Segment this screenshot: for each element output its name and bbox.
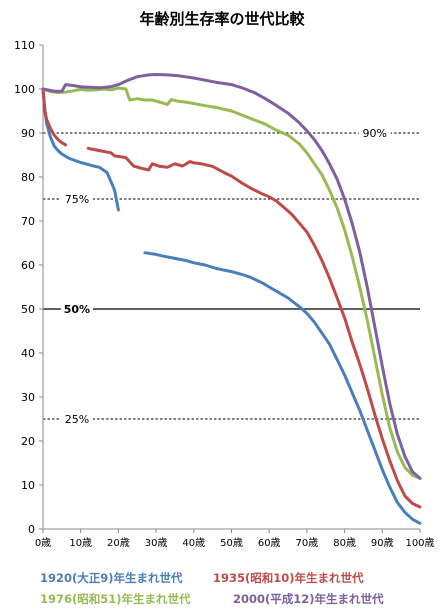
- y-tick-label: 30: [21, 391, 35, 404]
- reference-label: 75%: [65, 193, 89, 206]
- legend-entry: 1935(昭和10)年生まれ世代: [213, 571, 364, 585]
- series-line: [41, 87, 120, 212]
- series-line: [86, 146, 422, 509]
- y-tick-label: 100: [14, 83, 35, 96]
- reference-label-background: [60, 192, 93, 206]
- y-tick-label: 0: [28, 523, 35, 536]
- legend: 1920(大正9)年生まれ世代 1935(昭和10)年生まれ世代 1976(昭和51…: [40, 571, 384, 606]
- reference-label: 50%: [64, 303, 90, 316]
- y-tick-label: 110: [14, 39, 35, 52]
- x-tick-label: 40歳: [182, 537, 205, 549]
- series-line: [41, 87, 68, 147]
- x-tick-label: 80歳: [333, 537, 356, 549]
- x-tick-label: 0歳: [35, 537, 51, 549]
- series-line: [143, 251, 422, 525]
- x-tick-label: 70歳: [296, 537, 319, 549]
- x-tick-label: 90歳: [371, 537, 394, 549]
- axes: 0 10 20 30 40 50 60 70 80 90 100 110 0歳 10歳 20歳 30歳 40歳 5…: [14, 39, 435, 549]
- reference-label-background: [60, 302, 93, 316]
- legend-entry: 2000(平成12)年生まれ世代: [233, 592, 384, 606]
- y-tick-label: 10: [21, 479, 35, 492]
- series-line: [41, 73, 422, 480]
- y-tick-label: 20: [21, 435, 35, 448]
- series-line: [41, 86, 422, 480]
- x-tick-label: 30歳: [145, 537, 168, 549]
- x-tick-label: 100歳: [405, 537, 434, 549]
- reference-label: 90%: [363, 127, 387, 140]
- y-tick-label: 70: [21, 215, 35, 228]
- legend-entry: 1976(昭和51)年生まれ世代: [40, 592, 191, 606]
- x-tick-label: 20歳: [107, 537, 130, 549]
- reference-label: 25%: [65, 413, 89, 426]
- y-tick-label: 50: [21, 303, 35, 316]
- reference-lines: 90% 75% 50% 25%: [43, 126, 420, 426]
- reference-label-background: [60, 412, 93, 426]
- y-tick-label: 80: [21, 171, 35, 184]
- reference-label-background: [358, 126, 391, 140]
- y-tick-label: 60: [21, 259, 35, 272]
- legend-entry: 1920(大正9)年生まれ世代: [40, 571, 183, 585]
- series-lines: [41, 73, 422, 525]
- chart-title: 年齢別生存率の世代比較: [139, 10, 305, 28]
- x-tick-label: 50歳: [220, 537, 243, 549]
- y-tick-label: 40: [21, 347, 35, 360]
- x-tick-label: 10歳: [69, 537, 92, 549]
- x-tick-label: 60歳: [258, 537, 281, 549]
- y-tick-label: 90: [21, 127, 35, 140]
